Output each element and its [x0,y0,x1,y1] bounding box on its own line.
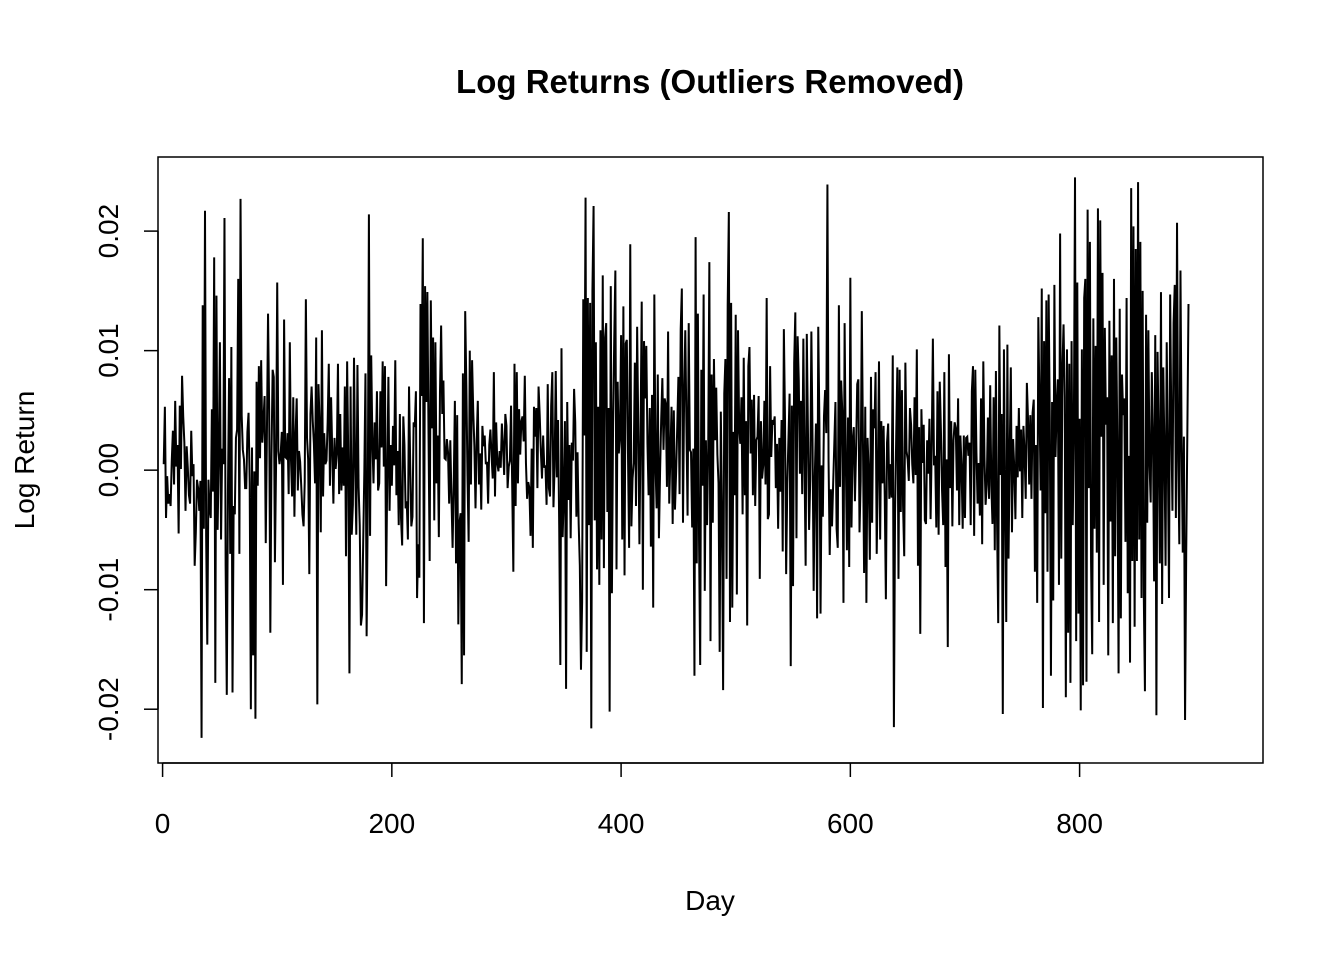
y-tick-label: 0.02 [93,204,124,259]
x-axis: 0 200 400 600 800 [155,762,1103,839]
x-tick-label: 600 [827,808,874,839]
chart-title: Log Returns (Outliers Removed) [456,63,964,100]
series-line [162,177,1190,738]
x-tick-label: 400 [598,808,645,839]
y-tick-label: -0.01 [93,558,124,622]
y-tick-label: 0.01 [93,323,124,378]
x-tick-label: 200 [368,808,415,839]
x-axis-label: Day [685,885,735,916]
x-tick-label: 0 [155,808,171,839]
y-axis: -0.02 -0.01 0.00 0.01 0.02 [93,204,159,741]
y-axis-label: Log Return [9,391,40,530]
y-tick-label: -0.02 [93,677,124,741]
x-tick-label: 800 [1056,808,1103,839]
y-tick-label: 0.00 [93,443,124,498]
